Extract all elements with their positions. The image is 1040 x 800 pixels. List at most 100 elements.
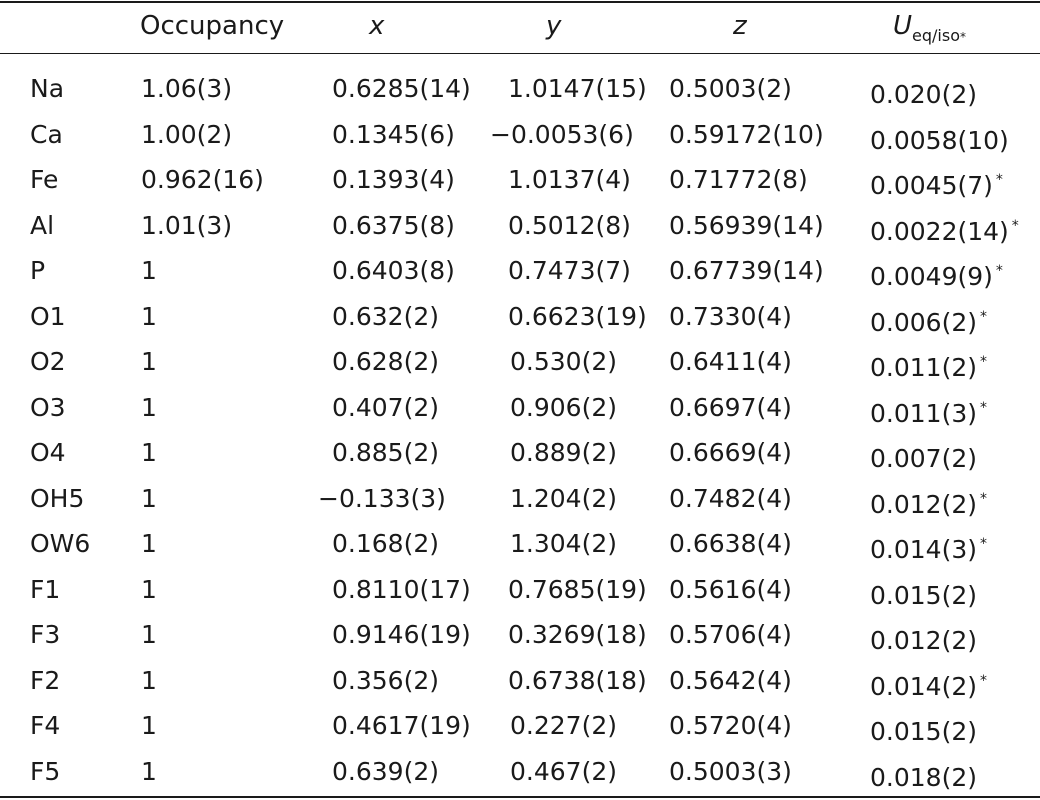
table-body: Na 1.06(3) 0.6285(14) 1.0147(15) 0.5003(2) 0.… (0, 68, 1040, 796)
anisotropic-star-mark: * (1011, 217, 1019, 234)
table-row: F4 1 0.4617(19) 0.227(2) 0.5720(4) 0.015(2) (0, 705, 1040, 751)
u-cell: 0.014(2) * (870, 664, 987, 704)
occupancy-cell: 1 (141, 392, 157, 422)
table-row: OW6 1 0.168(2) 1.304(2) 0.6638(4) 0.014(3) * (0, 523, 1040, 569)
table-row: Fe 0.962(16) 0.1393(4) 1.0137(4) 0.71772(8) 0… (0, 159, 1040, 205)
u-value: 0.011(3) (870, 398, 977, 428)
u-cell: 0.006(2) * (870, 300, 987, 340)
atom-cell: F5 (30, 756, 61, 786)
x-cell: 0.6285(14) (332, 74, 471, 103)
occupancy-cell: 1 (141, 438, 157, 467)
header-u-eq-iso: Ueq/iso* (893, 9, 966, 45)
u-cell: 0.007(2) (870, 436, 980, 476)
y-cell: 0.889(2) (510, 438, 617, 467)
occupancy-cell: 0.962(16) (141, 165, 264, 194)
table-row: O2 1 0.628(2) 0.530(2) 0.6411(4) 0.011(2) * (0, 341, 1040, 387)
header-u-subscript: eq/iso* (912, 26, 966, 45)
z-cell: 0.6411(4) (669, 347, 792, 376)
atom-cell: Al (30, 210, 55, 240)
u-cell: 0.012(2) (870, 618, 980, 658)
atom-cell: Na (30, 74, 65, 103)
table-row: Ca 1.00(2) 0.1345(6) −0.0053(6) 0.59172(10) 0… (0, 114, 1040, 160)
occupancy-cell: 1.01(3) (141, 210, 233, 240)
u-cell: 0.015(2) (870, 573, 980, 613)
occupancy-cell: 1 (141, 620, 157, 649)
x-cell: −0.133(3) (318, 483, 446, 513)
atom-cell: F1 (30, 574, 61, 604)
y-cell: 0.530(2) (510, 347, 617, 376)
u-value: 0.007(2) (870, 444, 977, 473)
atom-cell: O4 (30, 438, 66, 467)
x-cell: 0.1393(4) (332, 165, 455, 194)
u-value: 0.018(2) (870, 762, 977, 792)
x-cell: 0.8110(17) (332, 574, 471, 604)
anisotropic-star-mark: * (979, 354, 987, 370)
u-value: 0.0022(14) (870, 216, 1009, 246)
occupancy-cell: 1.06(3) (141, 74, 233, 103)
z-cell: 0.5720(4) (669, 711, 792, 740)
u-value: 0.014(2) (870, 671, 977, 701)
x-cell: 0.356(2) (332, 665, 439, 695)
y-cell: 0.7473(7) (508, 256, 631, 285)
y-cell: 0.906(2) (510, 392, 617, 422)
u-value: 0.015(2) (870, 580, 977, 610)
u-value: 0.0045(7) (870, 171, 993, 200)
u-value: 0.006(2) (870, 307, 977, 337)
x-cell: 0.885(2) (332, 438, 439, 467)
table-row: P 1 0.6403(8) 0.7473(7) 0.67739(14) 0.0049(9)… (0, 250, 1040, 296)
u-value: 0.015(2) (870, 717, 977, 746)
z-cell: 0.67739(14) (669, 256, 824, 285)
u-cell: 0.0049(9) * (870, 254, 1003, 294)
u-cell: 0.0045(7) * (870, 163, 1003, 203)
u-cell: 0.015(2) (870, 709, 980, 749)
u-cell: 0.018(2) (870, 755, 980, 795)
y-cell: 0.7685(19) (508, 574, 647, 604)
table-row: O4 1 0.885(2) 0.889(2) 0.6669(4) 0.007(2) (0, 432, 1040, 478)
x-cell: 0.4617(19) (332, 711, 471, 740)
y-cell: 0.6623(19) (508, 301, 647, 331)
table-row: Na 1.06(3) 0.6285(14) 1.0147(15) 0.5003(2) 0.… (0, 68, 1040, 114)
y-cell: −0.0053(6) (490, 119, 634, 149)
header-z: z (733, 11, 747, 41)
u-cell: 0.011(2) * (870, 345, 987, 385)
x-cell: 0.1345(6) (332, 119, 455, 149)
u-cell: 0.020(2) (870, 72, 980, 112)
atom-cell: O1 (30, 301, 66, 331)
z-cell: 0.5003(3) (669, 756, 792, 786)
u-value: 0.012(2) (870, 489, 977, 519)
table-row: O3 1 0.407(2) 0.906(2) 0.6697(4) 0.011(3) * (0, 387, 1040, 433)
header-y: y (546, 11, 562, 41)
y-cell: 0.5012(8) (508, 210, 631, 240)
u-value: 0.014(3) (870, 535, 977, 564)
z-cell: 0.5003(2) (669, 74, 792, 103)
u-value: 0.011(2) (870, 353, 977, 382)
occupancy-cell: 1 (141, 665, 157, 695)
anisotropic-star-mark: * (979, 672, 987, 689)
z-cell: 0.7330(4) (669, 301, 792, 331)
atom-cell: F4 (30, 711, 61, 740)
y-cell: 1.304(2) (510, 529, 617, 558)
x-cell: 0.628(2) (332, 347, 439, 376)
table-row: F1 1 0.8110(17) 0.7685(19) 0.5616(4) 0.015(2) (0, 569, 1040, 615)
z-cell: 0.7482(4) (669, 483, 792, 513)
anisotropic-star-mark: * (979, 490, 987, 507)
z-cell: 0.5642(4) (669, 665, 792, 695)
z-cell: 0.6697(4) (669, 392, 792, 422)
header-occupancy: Occupancy (140, 11, 285, 41)
z-cell: 0.6638(4) (669, 529, 792, 558)
anisotropic-star-mark: * (979, 399, 987, 416)
y-cell: 0.3269(18) (508, 620, 647, 649)
u-value: 0.020(2) (870, 80, 977, 109)
u-cell: 0.0058(10) (870, 118, 1012, 158)
u-value: 0.0049(9) (870, 262, 993, 291)
y-cell: 1.0147(15) (508, 74, 647, 103)
atom-cell: OW6 (30, 529, 91, 558)
u-cell: 0.012(2) * (870, 482, 987, 522)
atom-cell: Ca (30, 119, 63, 149)
u-cell: 0.014(3) * (870, 527, 987, 567)
x-cell: 0.6403(8) (332, 256, 455, 285)
y-cell: 0.6738(18) (508, 665, 647, 695)
atom-cell: Fe (30, 165, 59, 194)
z-cell: 0.59172(10) (669, 119, 824, 149)
